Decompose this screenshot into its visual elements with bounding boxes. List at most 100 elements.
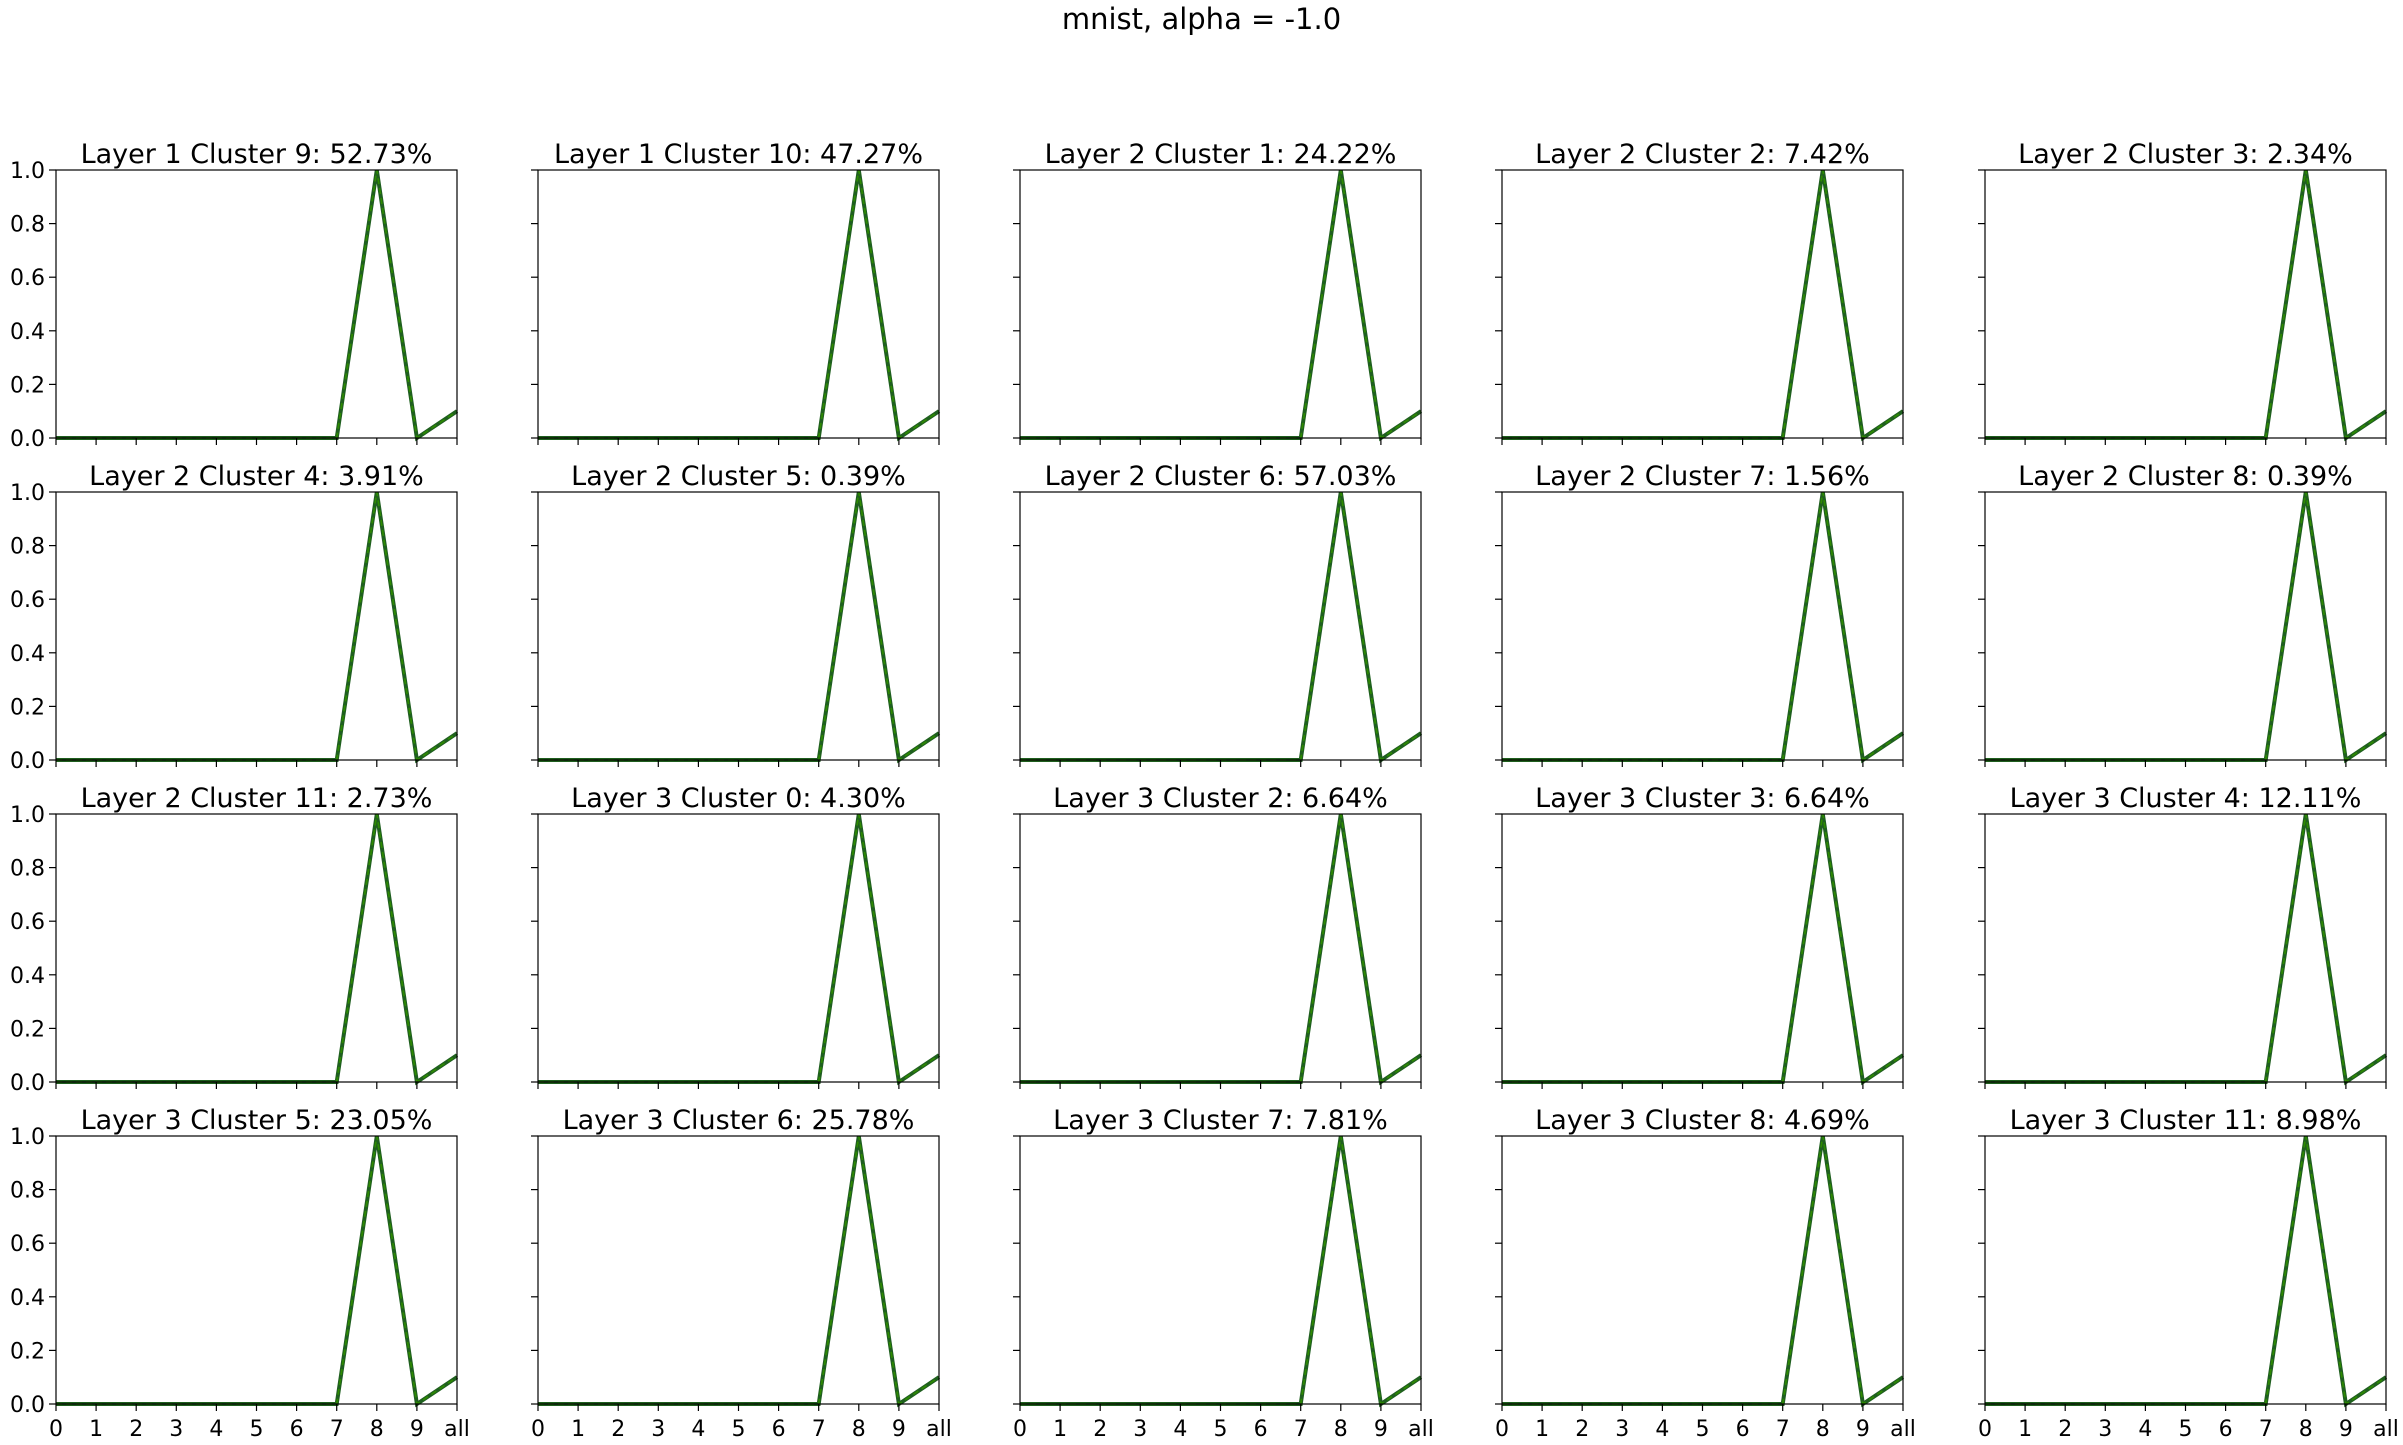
x-tick-label: 4 [209, 1417, 223, 1441]
series-line-outer [1020, 491, 1423, 764]
y-tick-label: 0.2 [10, 695, 45, 720]
y-tick-label: 0.0 [10, 749, 45, 774]
x-tick-label: 9 [892, 1417, 906, 1441]
x-tick-label: 0 [1013, 1417, 1027, 1441]
subplot-title: Layer 2 Cluster 5: 0.39% [571, 461, 906, 492]
y-tick-label: 0.2 [10, 1339, 45, 1364]
subplot-title: Layer 2 Cluster 3: 2.34% [2018, 139, 2353, 170]
series-line-outer [56, 813, 459, 1086]
y-tick-label: 0.6 [10, 1232, 45, 1257]
x-tick-label: 7 [1776, 1417, 1790, 1441]
subplot: Layer 2 Cluster 7: 1.56% [1495, 461, 1905, 767]
series-line-outer [1985, 169, 2388, 442]
y-tick-label: 0.8 [10, 535, 45, 560]
series-line-outer [1502, 169, 1905, 442]
subplot: Layer 2 Cluster 1: 24.22% [1013, 139, 1423, 445]
figure-suptitle: mnist, alpha = -1.0 [1061, 2, 1342, 36]
x-tick-label: 3 [651, 1417, 665, 1441]
x-tick-label: 2 [1575, 1417, 1589, 1441]
subplot: Layer 1 Cluster 9: 52.73% 0.0 0.2 0.4 0.6 0.8… [10, 139, 459, 452]
x-tick-label: 3 [1133, 1417, 1147, 1441]
x-tick-label: 6 [1254, 1417, 1268, 1441]
x-tick-label: 1 [1053, 1417, 1067, 1441]
subplot: Layer 3 Cluster 8: 4.69% 0 1 2 3 4 5 6 7 8 9 all [1495, 1105, 1916, 1442]
subplot: Layer 2 Cluster 8: 0.39% [1978, 461, 2388, 767]
y-tick-label: 0.6 [10, 266, 45, 291]
x-tick-label: 3 [2098, 1417, 2112, 1441]
subplot-title: Layer 3 Cluster 6: 25.78% [563, 1105, 915, 1136]
x-tick-label: 8 [852, 1417, 866, 1441]
subplot: Layer 2 Cluster 4: 3.91% 0.0 0.2 0.4 0.6 0.8 1… [10, 461, 459, 774]
subplot-title: Layer 3 Cluster 4: 12.11% [2010, 783, 2362, 814]
x-tick-label: 2 [2058, 1417, 2072, 1441]
x-tick-label: 3 [1615, 1417, 1629, 1441]
x-tick-label: 1 [89, 1417, 103, 1441]
x-tick-label: 6 [290, 1417, 304, 1441]
x-tick-label: 9 [1374, 1417, 1388, 1441]
subplot-title: Layer 3 Cluster 0: 4.30% [571, 783, 906, 814]
subplot-title: Layer 2 Cluster 7: 1.56% [1535, 461, 1870, 492]
x-tick-label: all [1408, 1417, 1434, 1441]
x-tick-label: 1 [1535, 1417, 1549, 1441]
subplot-title: Layer 2 Cluster 1: 24.22% [1045, 139, 1397, 170]
series-line-outer [538, 491, 941, 764]
x-tick-label: 0 [1495, 1417, 1509, 1441]
series-line-outer [1020, 1135, 1423, 1408]
series-line-outer [56, 169, 459, 442]
subplot: Layer 3 Cluster 6: 25.78% 0 1 2 3 4 5 6 7 8 9 all [531, 1105, 952, 1442]
series-line-outer [1502, 491, 1905, 764]
x-tick-label: 7 [1294, 1417, 1308, 1441]
subplot-title: Layer 3 Cluster 2: 6.64% [1053, 783, 1388, 814]
y-tick-label: 0.0 [10, 1071, 45, 1096]
subplot-title: Layer 2 Cluster 2: 7.42% [1535, 139, 1870, 170]
y-tick-label: 0.8 [10, 213, 45, 238]
y-tick-label: 0.8 [10, 857, 45, 882]
subplot-title: Layer 2 Cluster 11: 2.73% [81, 783, 433, 814]
x-tick-label: 7 [330, 1417, 344, 1441]
x-tick-label: 5 [732, 1417, 746, 1441]
series-line-outer [1020, 813, 1423, 1086]
x-tick-label: 0 [49, 1417, 63, 1441]
subplot-title: Layer 2 Cluster 8: 0.39% [2018, 461, 2353, 492]
subplot-title: Layer 3 Cluster 3: 6.64% [1535, 783, 1870, 814]
x-tick-label: 6 [2219, 1417, 2233, 1441]
y-tick-label: 1.0 [10, 803, 45, 828]
subplot-title: Layer 3 Cluster 8: 4.69% [1535, 1105, 1870, 1136]
series-line-outer [1985, 813, 2388, 1086]
subplot: Layer 2 Cluster 2: 7.42% [1495, 139, 1905, 445]
x-tick-label: all [2373, 1417, 2399, 1441]
y-tick-label: 0.4 [10, 642, 45, 667]
y-tick-label: 0.2 [10, 373, 45, 398]
y-tick-label: 0.6 [10, 588, 45, 613]
subplot: Layer 3 Cluster 5: 23.05% 0.0 0.2 0.4 0.6 0.8… [10, 1105, 470, 1442]
y-tick-label: 0.4 [10, 320, 45, 345]
x-tick-label: 5 [2179, 1417, 2193, 1441]
series-line-outer [538, 813, 941, 1086]
y-tick-label: 0.0 [10, 1393, 45, 1418]
subplot-title: Layer 3 Cluster 7: 7.81% [1053, 1105, 1388, 1136]
x-tick-label: 8 [1816, 1417, 1830, 1441]
y-tick-label: 0.4 [10, 1286, 45, 1311]
x-tick-label: 6 [772, 1417, 786, 1441]
x-tick-label: 2 [611, 1417, 625, 1441]
x-tick-label: 1 [2018, 1417, 2032, 1441]
y-tick-label: 1.0 [10, 481, 45, 506]
x-tick-label: 8 [2299, 1417, 2313, 1441]
x-tick-label: 2 [129, 1417, 143, 1441]
x-tick-label: 9 [1856, 1417, 1870, 1441]
x-tick-label: 8 [1334, 1417, 1348, 1441]
x-tick-label: 2 [1093, 1417, 1107, 1441]
subplot: Layer 3 Cluster 0: 4.30% [531, 783, 941, 1089]
x-tick-label: 7 [2259, 1417, 2273, 1441]
series-line-outer [538, 1135, 941, 1408]
y-tick-label: 0.8 [10, 1179, 45, 1204]
y-tick-label: 0.6 [10, 910, 45, 935]
subplot-title: Layer 1 Cluster 9: 52.73% [81, 139, 433, 170]
subplot-title: Layer 2 Cluster 4: 3.91% [89, 461, 424, 492]
series-line-outer [1985, 1135, 2388, 1408]
x-tick-label: 0 [531, 1417, 545, 1441]
series-line-outer [538, 169, 941, 442]
y-tick-label: 0.2 [10, 1017, 45, 1042]
